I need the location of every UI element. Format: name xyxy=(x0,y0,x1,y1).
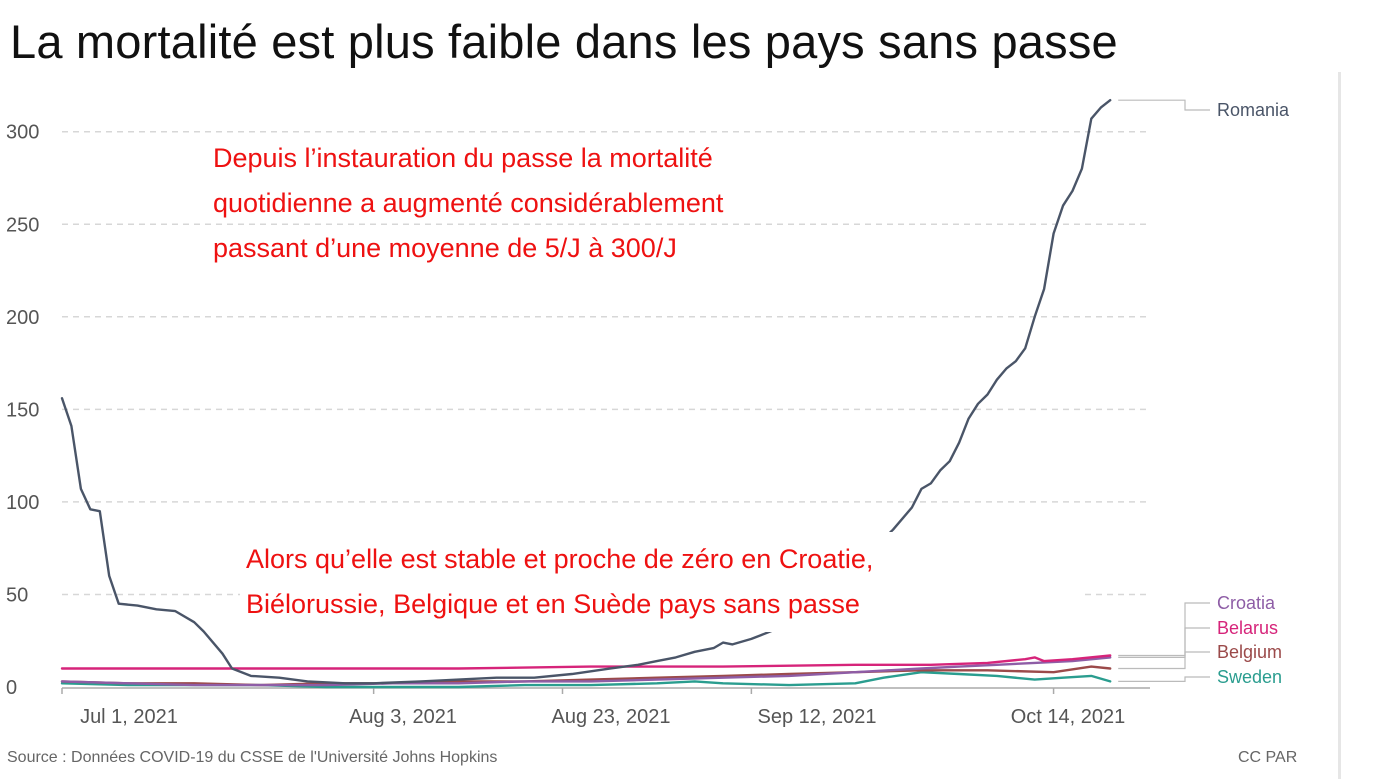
y-tick-label: 200 xyxy=(6,307,39,329)
x-axis: Jul 1, 2021 Aug 3, 2021 Aug 23, 2021 Sep 12… xyxy=(61,687,1150,728)
series-line-romania xyxy=(60,99,1112,685)
y-tick-label: 150 xyxy=(6,399,39,421)
annotation-line: Biélorussie, Belgique et en Suède pays s… xyxy=(246,589,860,619)
y-axis-ticks: 0 50 100 150 200 250 300 xyxy=(6,122,39,699)
y-tick-label: 300 xyxy=(6,122,39,144)
license-note: CC PAR xyxy=(1238,749,1298,766)
x-tick-label: Sep 12, 2021 xyxy=(758,706,877,728)
annotation-line: Alors qu’elle est stable et proche de zé… xyxy=(246,544,873,574)
slide-title: La mortalité est plus faible dans les pa… xyxy=(10,15,1118,68)
slide-edge-rule xyxy=(1338,72,1341,779)
legend-leader xyxy=(1118,627,1210,657)
chart-annotations: Depuis l’instauration du passe la mortal… xyxy=(213,143,873,619)
series-line-croatia xyxy=(60,656,1112,687)
y-tick-label: 100 xyxy=(6,492,39,514)
x-tick-label: Aug 3, 2021 xyxy=(349,706,457,728)
legend-label-romania: Romania xyxy=(1217,100,1290,120)
legend-leader xyxy=(1118,651,1210,670)
source-note: Source : Données COVID-19 du CSSE de l'U… xyxy=(7,749,498,766)
x-tick-label: Jul 1, 2021 xyxy=(80,706,178,728)
x-tick-label: Oct 14, 2021 xyxy=(1011,706,1126,728)
chart-series xyxy=(60,99,1112,689)
series-legend: Romania Croatia Belarus Belgium Sweden xyxy=(1118,99,1290,687)
y-tick-label: 0 xyxy=(6,677,17,699)
annotation-line: Depuis l’instauration du passe la mortal… xyxy=(213,143,713,173)
legend-leader xyxy=(1118,99,1210,111)
legend-leader xyxy=(1118,676,1210,682)
x-tick-label: Aug 23, 2021 xyxy=(552,706,671,728)
annotation-line: passant d’une moyenne de 5/J à 300/J xyxy=(213,233,677,263)
legend-leader xyxy=(1118,602,1210,658)
annotation-line: quotidienne a augmenté considérablement xyxy=(213,188,724,218)
annotation-backdrop xyxy=(240,532,1082,632)
legend-label-belarus: Belarus xyxy=(1217,618,1278,638)
series-line-belarus xyxy=(60,654,1112,670)
legend-label-croatia: Croatia xyxy=(1217,593,1276,613)
y-tick-label: 50 xyxy=(6,584,28,606)
legend-label-belgium: Belgium xyxy=(1217,642,1282,662)
y-tick-label: 250 xyxy=(6,214,39,236)
legend-label-sweden: Sweden xyxy=(1217,667,1282,687)
